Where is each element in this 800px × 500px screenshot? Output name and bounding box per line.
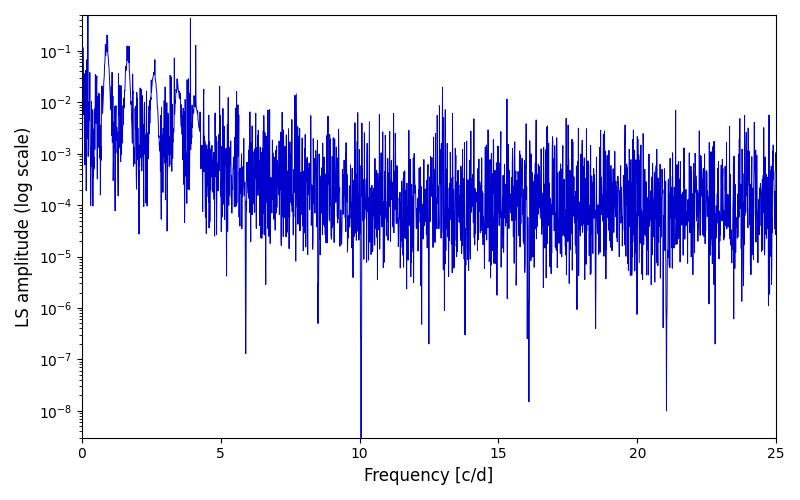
X-axis label: Frequency [c/d]: Frequency [c/d] [364,467,494,485]
Y-axis label: LS amplitude (log scale): LS amplitude (log scale) [15,126,33,326]
